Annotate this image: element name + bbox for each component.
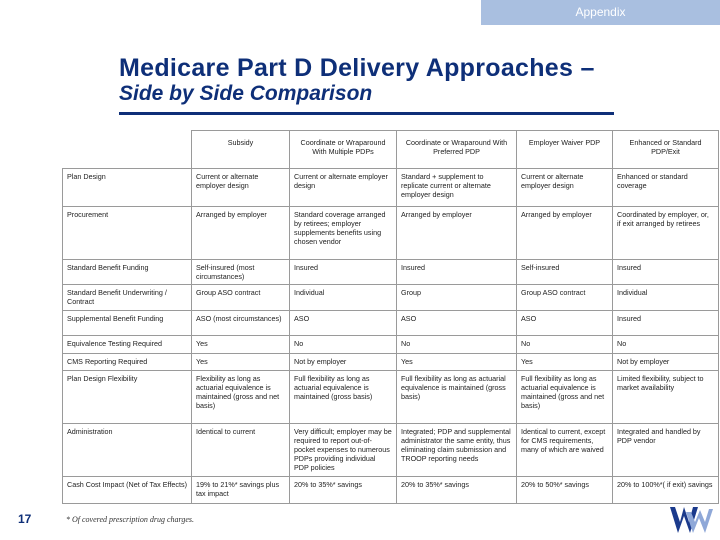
table-cell: Standard coverage arranged by retirees; … xyxy=(289,206,397,260)
row-label: Standard Benefit Underwriting / Contract xyxy=(62,284,192,311)
table-cell: 20% to 35%* savings xyxy=(289,476,397,504)
row-label: Cash Cost Impact (Net of Tax Effects) xyxy=(62,476,192,504)
table-cell: Coordinated by employer, or, if exit arr… xyxy=(612,206,719,260)
table-row: Supplemental Benefit Funding ASO (most c… xyxy=(62,310,719,336)
table-cell: No xyxy=(612,335,719,354)
table-cell: 20% to 50%* savings xyxy=(516,476,613,504)
table-cell: Integrated; PDP and supplemental adminis… xyxy=(396,423,517,477)
column-header-enhanced-standard-pdp: Enhanced or Standard PDP/Exit xyxy=(612,130,719,169)
table-cell: ASO (most circumstances) xyxy=(191,310,290,336)
table-cell: Arranged by employer xyxy=(191,206,290,260)
table-cell: Insured xyxy=(612,259,719,285)
table-cell: Insured xyxy=(289,259,397,285)
company-logo xyxy=(670,507,713,533)
table-row: Cash Cost Impact (Net of Tax Effects) 19… xyxy=(62,476,719,504)
row-label: Equivalence Testing Required xyxy=(62,335,192,354)
table-cell: ASO xyxy=(396,310,517,336)
table-cell: Self-insured xyxy=(516,259,613,285)
table-row: Procurement Arranged by employer Standar… xyxy=(62,206,719,260)
table-cell: Insured xyxy=(396,259,517,285)
table-row: Plan Design Current or alternate employe… xyxy=(62,168,719,207)
table-row: Standard Benefit Funding Self-insured (m… xyxy=(62,259,719,285)
table-cell: Yes xyxy=(396,353,517,371)
column-header-subsidy: Subsidy xyxy=(191,130,290,169)
table-cell: Current or alternate employer design xyxy=(289,168,397,207)
table-cell: Yes xyxy=(191,335,290,354)
table-cell: Identical to current xyxy=(191,423,290,477)
table-cell: Individual xyxy=(289,284,397,311)
table-cell: Group ASO contract xyxy=(191,284,290,311)
table-row: Standard Benefit Underwriting / Contract… xyxy=(62,284,719,311)
table-cell: Self-insured (most circumstances) xyxy=(191,259,290,285)
row-label: Administration xyxy=(62,423,192,477)
table-row: Administration Identical to current Very… xyxy=(62,423,719,477)
table-cell: Flexibility as long as actuarial equival… xyxy=(191,370,290,424)
table-cell: 20% to 35%* savings xyxy=(396,476,517,504)
table-cell: Limited flexibility, subject to market a… xyxy=(612,370,719,424)
row-label: Plan Design Flexibility xyxy=(62,370,192,424)
row-label: CMS Reporting Required xyxy=(62,353,192,371)
table-header-row: Subsidy Coordinate or Wraparound With Mu… xyxy=(62,130,719,169)
table-cell: Group ASO contract xyxy=(516,284,613,311)
table-cell: No xyxy=(396,335,517,354)
table-cell: Standard + supplement to replicate curre… xyxy=(396,168,517,207)
table-cell: Enhanced or standard coverage xyxy=(612,168,719,207)
table-row: CMS Reporting Required Yes Not by employ… xyxy=(62,353,719,371)
table-cell: Group xyxy=(396,284,517,311)
table-cell: 19% to 21%* savings plus tax impact xyxy=(191,476,290,504)
table-cell: Yes xyxy=(191,353,290,371)
table-cell: Very difficult; employer may be required… xyxy=(289,423,397,477)
table-cell: No xyxy=(516,335,613,354)
table-cell: Full flexibility as long as actuarial eq… xyxy=(516,370,613,424)
table-cell: Arranged by employer xyxy=(516,206,613,260)
row-label: Plan Design xyxy=(62,168,192,207)
table-cell: ASO xyxy=(516,310,613,336)
table-cell: Arranged by employer xyxy=(396,206,517,260)
table-cell: Integrated and handled by PDP vendor xyxy=(612,423,719,477)
column-header-employer-waiver-pdp: Employer Waiver PDP xyxy=(516,130,613,169)
table-row: Equivalence Testing Required Yes No No N… xyxy=(62,335,719,354)
row-label: Standard Benefit Funding xyxy=(62,259,192,285)
slide-title: Medicare Part D Delivery Approaches – xyxy=(119,54,595,82)
footnote: * Of covered prescription drug charges. xyxy=(66,515,194,524)
table-corner xyxy=(62,130,192,169)
table-cell: Current or alternate employer design xyxy=(191,168,290,207)
page-number: 17 xyxy=(18,512,32,526)
table-cell: Yes xyxy=(516,353,613,371)
slide-subtitle: Side by Side Comparison xyxy=(119,82,373,105)
table-cell: Identical to current, except for CMS req… xyxy=(516,423,613,477)
table-cell: Insured xyxy=(612,310,719,336)
title-underline xyxy=(119,112,614,115)
table-row: Plan Design Flexibility Flexibility as l… xyxy=(62,370,719,424)
column-header-wrap-preferred-pdp: Coordinate or Wraparound With Preferred … xyxy=(396,130,517,169)
table-cell: Not by employer xyxy=(289,353,397,371)
table-cell: 20% to 100%*( if exit) savings xyxy=(612,476,719,504)
appendix-tab: Appendix xyxy=(481,0,720,25)
table-cell: Full flexibility as long as actuarial eq… xyxy=(396,370,517,424)
row-label: Procurement xyxy=(62,206,192,260)
table-cell: Individual xyxy=(612,284,719,311)
table-cell: ASO xyxy=(289,310,397,336)
table-cell: Full flexibility as long as actuarial eq… xyxy=(289,370,397,424)
table-cell: Not by employer xyxy=(612,353,719,371)
table-cell: No xyxy=(289,335,397,354)
row-label: Supplemental Benefit Funding xyxy=(62,310,192,336)
comparison-table: Subsidy Coordinate or Wraparound With Mu… xyxy=(62,130,719,504)
table-cell: Current or alternate employer design xyxy=(516,168,613,207)
column-header-wrap-multiple-pdps: Coordinate or Wraparound With Multiple P… xyxy=(289,130,397,169)
